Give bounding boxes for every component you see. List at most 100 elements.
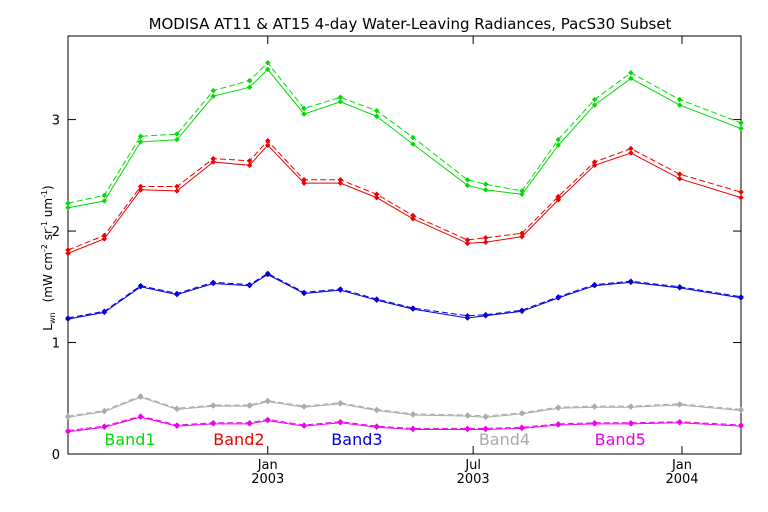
legend-label-band3: Band3 — [331, 430, 382, 449]
y-label-units-2-sup: -1 — [40, 221, 49, 229]
data-point-band5-at15 — [519, 424, 525, 431]
x-tick-label-year: 2003 — [251, 472, 284, 487]
data-point-band5-at15 — [246, 419, 253, 426]
data-point-band2-at15 — [591, 159, 598, 165]
legend-label-band4: Band4 — [479, 430, 530, 449]
y-tick-label: 1 — [52, 337, 60, 352]
data-point-band5-at15 — [137, 413, 144, 419]
data-point-band4-at15 — [210, 402, 217, 408]
data-point-band1 — [101, 198, 108, 204]
data-point-band4-at15 — [65, 413, 71, 419]
data-point-band2 — [738, 194, 744, 201]
y-axis-label: Lwn(mW cm-2 sr-1 um-1) — [40, 185, 57, 330]
y-label-units-3-sup: -1 — [40, 190, 49, 198]
data-point-band5-at15 — [264, 416, 271, 423]
data-point-band1 — [676, 102, 683, 108]
data-point-band1 — [301, 111, 307, 117]
data-point-band2 — [246, 162, 253, 169]
data-point-band1-at15 — [676, 96, 683, 103]
legend-label-band2: Band2 — [213, 430, 264, 449]
data-point-band2-at15 — [337, 176, 344, 183]
data-point-band5-at15 — [65, 427, 71, 434]
data-point-band2-at15 — [519, 230, 525, 237]
data-point-band4-at15 — [464, 412, 471, 418]
data-point-band4-at15 — [373, 406, 380, 413]
data-point-band5-at15 — [555, 421, 562, 427]
data-point-band2-at15 — [410, 212, 416, 219]
data-point-band2 — [264, 142, 271, 149]
data-point-band3-at15 — [101, 308, 108, 315]
data-point-band2-at15 — [246, 157, 253, 164]
data-point-band1-at15 — [519, 188, 525, 194]
data-point-band2-at15 — [264, 137, 271, 144]
data-point-band3-at15 — [464, 312, 471, 319]
data-point-band3-at15 — [373, 296, 380, 302]
y-label-units-1: (mW cm — [41, 252, 55, 302]
data-point-band1 — [373, 113, 380, 120]
x-tick-label-month: Jan — [257, 458, 278, 473]
data-point-band2 — [174, 188, 180, 194]
data-point-band2-at15 — [555, 193, 562, 200]
x-tick-label-month: Jan — [671, 458, 692, 473]
data-point-band1 — [738, 125, 744, 132]
data-point-band1-at15 — [301, 105, 307, 112]
data-point-band1-at15 — [555, 136, 562, 143]
data-point-band2-at15 — [301, 176, 307, 183]
data-point-band2-at15 — [137, 183, 144, 190]
data-point-band1-at15 — [210, 87, 217, 94]
x-tick-label-year: 2003 — [457, 472, 490, 487]
series-line-band4-at15 — [67, 395, 742, 417]
legend-label-band5: Band5 — [595, 430, 646, 449]
data-point-band5-at15 — [301, 422, 307, 428]
data-point-band1 — [337, 98, 344, 105]
data-point-band2-at15 — [174, 183, 180, 190]
data-point-band4-at15 — [482, 413, 489, 419]
data-point-band2-at15 — [676, 171, 683, 178]
data-point-band1 — [264, 66, 271, 73]
data-point-band3-at15 — [519, 307, 525, 314]
data-point-band3-at15 — [591, 281, 598, 288]
data-point-band3-at15 — [174, 290, 180, 297]
data-point-band1-at15 — [337, 94, 344, 101]
data-point-band1-at15 — [628, 69, 634, 76]
data-point-band1 — [482, 186, 489, 193]
data-point-band3-at15 — [210, 279, 217, 286]
data-point-band2-at15 — [464, 237, 471, 243]
data-point-band1-at15 — [410, 134, 416, 141]
data-point-band5-at15 — [373, 423, 380, 429]
series-line-band3-at15 — [67, 272, 742, 319]
data-point-band2 — [482, 239, 489, 246]
data-point-band5-at15 — [410, 425, 416, 432]
y-label-units-2: sr — [41, 229, 55, 244]
data-point-band1-at15 — [464, 176, 471, 183]
y-label-main: L — [41, 324, 55, 331]
data-point-band2-at15 — [65, 247, 71, 253]
data-point-band1 — [555, 142, 562, 149]
data-point-band1 — [628, 75, 634, 82]
y-label-units-3: um — [41, 198, 55, 221]
y-label-main-sub: wn — [48, 312, 57, 324]
data-point-band2-at15 — [373, 191, 380, 198]
data-point-band3-at15 — [137, 282, 144, 289]
data-point-band5-at15 — [482, 425, 489, 432]
data-point-band5-at15 — [210, 419, 217, 426]
data-point-band3-at15 — [337, 286, 344, 292]
y-tick-label: 3 — [52, 114, 60, 129]
y-label-units-4: ) — [41, 185, 55, 190]
data-point-band5-at15 — [738, 422, 744, 428]
data-point-band1 — [246, 84, 253, 91]
data-point-band4-at15 — [101, 407, 108, 414]
data-point-band5-at15 — [174, 422, 180, 428]
data-point-band3-at15 — [410, 305, 416, 311]
data-point-band5-at15 — [464, 425, 471, 432]
data-point-band4-at15 — [264, 397, 271, 404]
data-point-band1-at15 — [482, 181, 489, 188]
data-point-band4-at15 — [337, 399, 344, 406]
data-point-band5-at15 — [591, 419, 598, 426]
series-line-band2-at15 — [67, 140, 742, 251]
y-tick-label: 0 — [52, 448, 60, 463]
data-point-band1-at15 — [174, 131, 180, 137]
data-point-band4-at15 — [174, 405, 180, 412]
series-line-band2 — [67, 144, 742, 254]
